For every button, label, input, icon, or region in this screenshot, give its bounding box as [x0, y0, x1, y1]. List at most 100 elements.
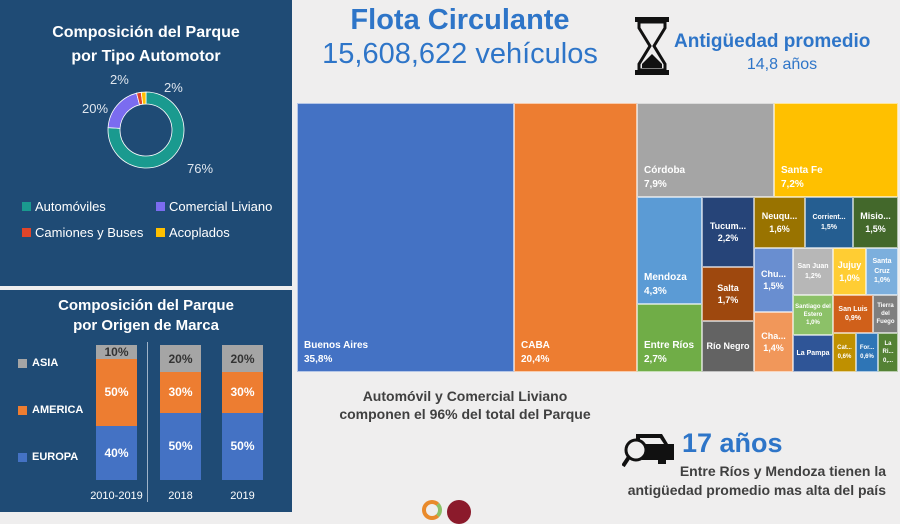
label-acoplados: 2% — [164, 80, 183, 95]
origen-marca-panel: Composición del Parque por Origen de Mar… — [0, 290, 292, 512]
treemap-cell-santa-cruz: Santa Cruz 1,0% — [866, 248, 898, 295]
total-vehicles: 15,608,622 vehículos — [322, 38, 598, 70]
bar-asia-2018: 20% — [160, 345, 201, 372]
cell-value: 1,6% — [769, 223, 790, 234]
cell-value: 1,0% — [839, 272, 860, 283]
bar-america-2018: 30% — [160, 372, 201, 413]
tipo-automotor-panel: Composición del Parque por Tipo Automoto… — [0, 0, 292, 286]
cell-value: 2,2% — [717, 233, 739, 243]
donut-title-2: por Tipo Automotor — [71, 48, 221, 65]
cell-value: 2,7% — [644, 353, 667, 365]
treemap-cell-cat-: Cat... 0,6% — [833, 333, 856, 372]
cell-name: Neuqu... — [761, 211, 798, 222]
cell-name: La Ri... — [882, 341, 894, 356]
treemap-cell-for-: For... 0,6% — [856, 333, 878, 372]
label-camiones: 2% — [110, 72, 129, 87]
bars-title-1: Composición del Parque — [58, 297, 234, 314]
cell-name: Corrient... — [812, 214, 846, 222]
cell-name: Tucum... — [709, 220, 747, 231]
max-note-line-1: Entre Ríos y Mendoza tienen la — [679, 463, 886, 479]
note-line-2: componen el 96% del total del Parque — [339, 406, 591, 422]
cell-name: Tierra del Fuego — [876, 302, 895, 326]
cell-value: 1,0% — [874, 277, 890, 285]
treemap-cell-mendoza: Mendoza 4,3% — [637, 197, 702, 304]
cell-name: Río Negro — [706, 341, 750, 352]
treemap-cell-río-negro: Río Negro — [702, 321, 754, 372]
treemap-cell-buenos-aires: Buenos Aires 35,8% — [297, 103, 514, 372]
treemap-cell-la-pampa: La Pampa — [793, 335, 833, 372]
cell-name: Córdoba — [644, 165, 686, 176]
donut-slice-automóviles — [107, 91, 185, 169]
legend-automoviles: Automóviles — [22, 199, 106, 214]
x-tick-label: 2018 — [168, 490, 193, 502]
treemap-cell-jujuy: Jujuy 1,0% — [833, 248, 866, 295]
treemap-cell-san-juan: San Juan 1,2% — [793, 248, 833, 295]
cell-value: 1,2% — [805, 272, 821, 280]
donut-chart — [107, 91, 185, 169]
bar-europa-2019: 50% — [222, 412, 263, 480]
treemap-cell-santiago-del-estero: Santiago del Estero 1,0% — [793, 295, 833, 335]
age-label: Antigüedad promedio — [674, 31, 871, 52]
bar-asia-2010-2019: 10% — [96, 345, 137, 359]
max-note-line-2: antigüedad promedio mas alta del país — [627, 482, 886, 498]
bar-europa-2018: 50% — [160, 412, 201, 480]
donut-title-1: Composición del Parque — [52, 24, 240, 41]
cell-name: Salta — [717, 282, 739, 293]
legend-camiones: Camiones y Buses — [22, 225, 143, 240]
label-automoviles: 76% — [187, 161, 214, 176]
cell-value: 35,8% — [304, 353, 333, 365]
cell-value: 1,4% — [763, 343, 784, 353]
treemap-cell-la-ri-: La Ri... 0,... — [878, 333, 898, 372]
cell-value: 7,9% — [644, 178, 667, 190]
logo-mark — [447, 500, 471, 524]
page-title: Flota Circulante — [350, 4, 570, 36]
cell-value: 1,0% — [806, 320, 820, 327]
bar-europa-2010-2019: 40% — [96, 426, 137, 480]
donut-slice-comercial-liviano — [107, 92, 141, 129]
cell-name: Cat... — [837, 345, 852, 352]
divider — [147, 342, 148, 502]
cell-value: 20,4% — [521, 353, 550, 365]
cell-name: Chu... — [761, 268, 786, 279]
legend-america: AMERICA — [18, 404, 83, 416]
treemap-cell-corrient-: Corrient... 1,5% — [805, 197, 853, 248]
car-search-icon — [622, 434, 674, 468]
treemap-cell-neuqu-: Neuqu... 1,6% — [754, 197, 805, 248]
legend-comercial: Comercial Liviano — [156, 199, 272, 214]
treemap: Buenos Aires 35,8% CABA 20,4% Córdoba 7,9% San… — [297, 103, 898, 372]
legend-asia: ASIA — [18, 357, 58, 369]
cell-name: Santa Cruz — [872, 258, 892, 275]
cell-name: La Pampa — [796, 349, 830, 357]
hourglass-icon — [635, 17, 669, 75]
cell-value: 0,9% — [845, 315, 861, 322]
cell-value: 4,3% — [644, 285, 667, 297]
treemap-cell-misio-: Misio... 1,5% — [853, 197, 898, 248]
cell-value: 0,6% — [837, 353, 852, 360]
bar-asia-2019: 20% — [222, 345, 263, 372]
bars-title-2: por Origen de Marca — [73, 317, 219, 334]
cell-name: Mendoza — [644, 272, 687, 283]
bar-america-2019: 30% — [222, 372, 263, 413]
cell-name: San Juan — [797, 263, 829, 271]
treemap-cell-córdoba: Córdoba 7,9% — [637, 103, 774, 197]
cell-name: For... — [859, 345, 875, 352]
bar-america-2010-2019: 50% — [96, 358, 137, 426]
cell-name: Santa Fe — [781, 165, 823, 176]
cell-name: Entre Ríos — [644, 340, 695, 351]
treemap-cell-tierra-del-fuego: Tierra del Fuego — [873, 295, 898, 333]
cell-name: Misio... — [860, 211, 891, 222]
cell-value: 1,5% — [763, 281, 784, 291]
donut-slice-acoplados — [140, 91, 147, 105]
legend-europa: EUROPA — [18, 451, 78, 463]
x-tick-label: 2010-2019 — [90, 490, 143, 502]
cell-name: Santiago del Estero — [795, 303, 831, 318]
legend-acoplados: Acoplados — [156, 225, 230, 240]
treemap-cell-salta: Salta 1,7% — [702, 267, 754, 321]
cell-name: Buenos Aires — [304, 340, 369, 351]
treemap-cell-tucum-: Tucum... 2,2% — [702, 197, 754, 267]
label-comercial: 20% — [82, 101, 109, 116]
cell-value: 7,2% — [781, 178, 804, 190]
age-value: 14,8 años — [746, 56, 818, 73]
treemap-cell-entre-ríos: Entre Ríos 2,7% — [637, 304, 702, 372]
note-line-1: Automóvil y Comercial Liviano — [362, 388, 568, 404]
